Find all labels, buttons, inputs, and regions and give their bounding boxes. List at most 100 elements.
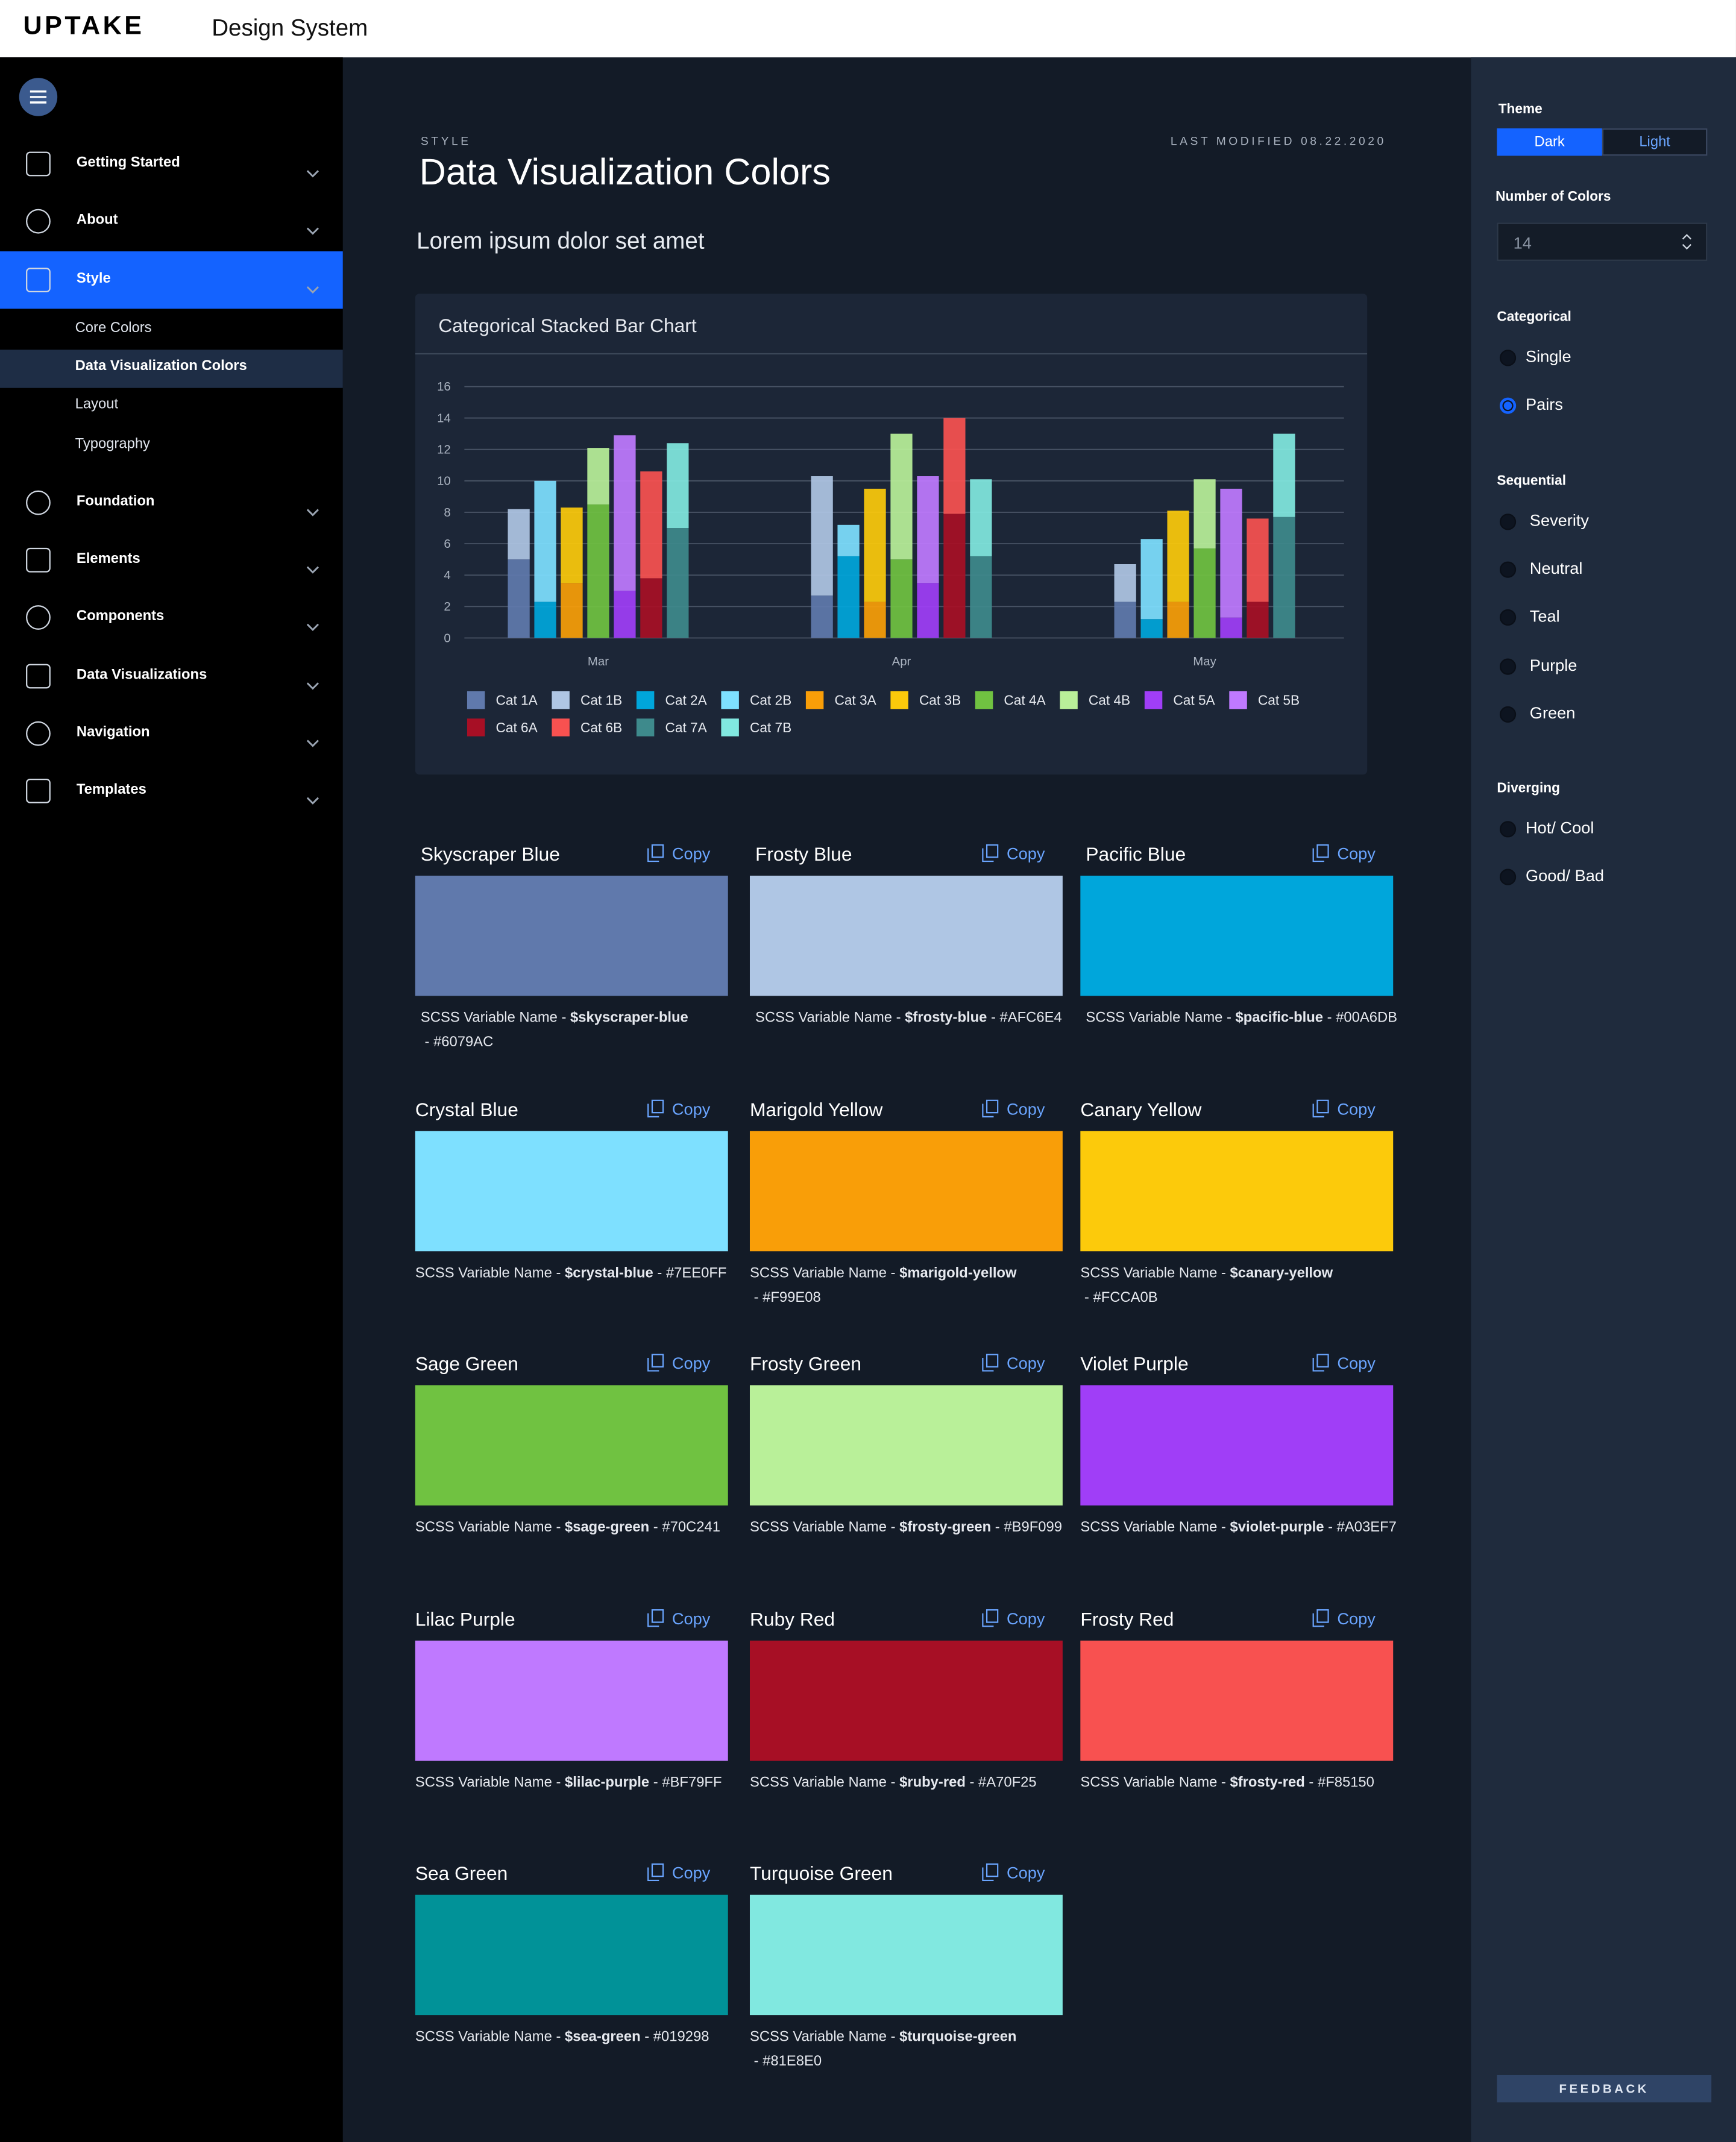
copy-label: Copy bbox=[1006, 1864, 1045, 1883]
radio[interactable] bbox=[1499, 658, 1517, 674]
theme-toggle[interactable]: Light bbox=[1602, 128, 1708, 156]
bar-segment bbox=[864, 601, 886, 638]
nav-sub-item[interactable]: Core Colors bbox=[75, 319, 152, 336]
nav-icon bbox=[26, 663, 51, 688]
radio-label[interactable]: Single bbox=[1526, 347, 1571, 366]
swatch-note: SCSS Variable Name - $pacific-blue - #00… bbox=[1086, 1005, 1403, 1030]
copy-button[interactable]: Copy bbox=[647, 1609, 710, 1628]
bar-segment bbox=[561, 507, 583, 583]
radio-label[interactable]: Teal bbox=[1529, 606, 1560, 626]
copy-button[interactable]: Copy bbox=[1312, 1354, 1376, 1374]
swatch-note: SCSS Variable Name - $frosty-blue - #AFC… bbox=[755, 1005, 1072, 1030]
copy-label: Copy bbox=[1006, 1099, 1045, 1119]
bar-segment bbox=[508, 509, 530, 560]
nav-item[interactable]: Data Visualizations bbox=[76, 666, 207, 683]
bar-segment bbox=[640, 471, 662, 579]
eyebrow: STYLE bbox=[420, 134, 471, 148]
swatch-note: SCSS Variable Name - $ruby-red - #A70F25 bbox=[750, 1770, 1067, 1795]
theme-toggle[interactable]: Dark bbox=[1497, 128, 1602, 156]
copy-label: Copy bbox=[671, 844, 711, 864]
radio-label[interactable]: Pairs bbox=[1526, 395, 1563, 415]
swatch-name: Sage Green bbox=[415, 1352, 518, 1375]
radio-label[interactable]: Severity bbox=[1529, 510, 1590, 530]
chevron bbox=[306, 566, 319, 574]
copy-icon bbox=[1312, 844, 1329, 862]
nav-icon bbox=[26, 151, 51, 177]
color-count-select[interactable]: 14 bbox=[1497, 222, 1708, 261]
copy-button[interactable]: Copy bbox=[982, 844, 1045, 864]
nav-item[interactable]: Foundation bbox=[76, 492, 155, 509]
nav-item[interactable]: About bbox=[76, 212, 118, 229]
copy-label: Copy bbox=[1337, 1609, 1376, 1628]
swatch-name: Ruby Red bbox=[749, 1607, 835, 1630]
bar-segment bbox=[864, 488, 886, 602]
nav-sub-item[interactable]: Typography bbox=[75, 435, 150, 452]
radio[interactable] bbox=[1499, 398, 1517, 415]
legend-swatch bbox=[552, 718, 570, 737]
chevron bbox=[306, 508, 319, 516]
copy-button[interactable]: Copy bbox=[1312, 1609, 1376, 1628]
y-tick-label: 6 bbox=[444, 538, 450, 551]
radio-label[interactable]: Good/ Bad bbox=[1526, 866, 1605, 886]
sidebar: Getting Started About Style Core Colors Data… bbox=[0, 57, 343, 2142]
note-prefix: SCSS Variable Name - bbox=[755, 1010, 905, 1026]
radio[interactable] bbox=[1499, 513, 1517, 530]
copy-button[interactable]: Copy bbox=[647, 1864, 710, 1883]
legend-swatch bbox=[1229, 691, 1247, 709]
radio-label[interactable]: Hot/ Cool bbox=[1526, 818, 1594, 838]
radio-label[interactable]: Green bbox=[1529, 703, 1576, 723]
radio-dot bbox=[1503, 402, 1512, 410]
bar-segment bbox=[837, 524, 860, 556]
nav-item[interactable]: Navigation bbox=[76, 724, 150, 741]
bar-segment bbox=[534, 480, 556, 602]
bar-segment bbox=[943, 514, 966, 638]
bar-segment bbox=[1114, 564, 1136, 602]
nav-item[interactable]: Components bbox=[76, 608, 165, 625]
radio-label[interactable]: Purple bbox=[1529, 655, 1577, 674]
copy-button[interactable]: Copy bbox=[647, 844, 711, 864]
copy-button[interactable]: Copy bbox=[982, 1609, 1045, 1628]
copy-button[interactable]: Copy bbox=[647, 1099, 710, 1118]
nav-sub-item[interactable]: Layout bbox=[75, 396, 119, 413]
radio-label[interactable]: Neutral bbox=[1529, 558, 1583, 578]
copy-button[interactable]: Copy bbox=[1312, 1099, 1376, 1118]
nav-sub-item[interactable]: Data Visualization Colors bbox=[75, 358, 247, 375]
legend-label: Cat 7B bbox=[750, 720, 791, 735]
bar-segment bbox=[561, 583, 583, 638]
app-title: Design System bbox=[212, 14, 368, 41]
radio[interactable] bbox=[1499, 821, 1517, 838]
y-tick-label: 4 bbox=[444, 569, 450, 582]
radio[interactable] bbox=[1499, 869, 1517, 886]
nav-item[interactable]: Elements bbox=[76, 550, 140, 567]
copy-button[interactable]: Copy bbox=[1312, 844, 1376, 863]
legend-swatch bbox=[552, 691, 570, 709]
nav-item[interactable]: Style bbox=[76, 269, 111, 287]
chevron bbox=[306, 740, 319, 747]
swatch-name: Lilac Purple bbox=[415, 1607, 515, 1630]
copy-button[interactable]: Copy bbox=[982, 1099, 1045, 1119]
bar-segment bbox=[811, 476, 833, 596]
note-prefix: SCSS Variable Name - bbox=[415, 1774, 565, 1791]
nav-item[interactable]: Templates bbox=[76, 781, 146, 799]
legend-label: Cat 3A bbox=[834, 693, 876, 708]
feedback-button[interactable]: FEEDBACK bbox=[1497, 2074, 1712, 2103]
copy-icon bbox=[1312, 1609, 1329, 1627]
copy-button[interactable]: Copy bbox=[647, 1354, 710, 1373]
menu-button[interactable] bbox=[19, 78, 58, 116]
nav-chevron bbox=[306, 729, 320, 754]
radio[interactable] bbox=[1499, 706, 1517, 723]
note-joiner: - bbox=[749, 2053, 763, 2070]
x-tick-label: Mar bbox=[588, 655, 609, 668]
radio[interactable] bbox=[1499, 350, 1517, 366]
copy-button[interactable]: Copy bbox=[982, 1354, 1045, 1373]
settings-panel bbox=[1471, 57, 1736, 2142]
copy-label: Copy bbox=[1006, 844, 1045, 864]
radio[interactable] bbox=[1499, 609, 1517, 626]
nav-item[interactable]: Getting Started bbox=[76, 154, 180, 171]
radio[interactable] bbox=[1499, 561, 1517, 578]
logo[interactable]: UPTAKE bbox=[23, 12, 145, 41]
bar-segment bbox=[667, 443, 689, 529]
copy-label: Copy bbox=[1337, 1354, 1376, 1374]
copy-button[interactable]: Copy bbox=[982, 1864, 1045, 1883]
nav-chevron bbox=[306, 671, 320, 696]
